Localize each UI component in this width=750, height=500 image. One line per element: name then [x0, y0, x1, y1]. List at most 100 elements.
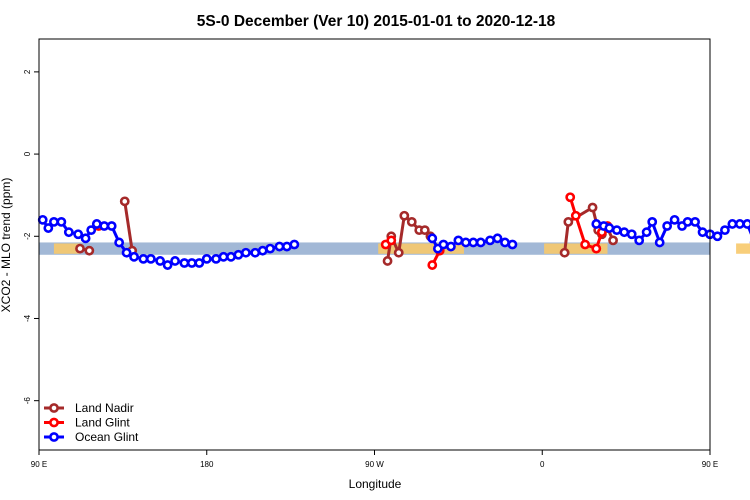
series-ocean-glint — [37, 214, 750, 270]
plot-area — [37, 192, 750, 270]
data-point — [453, 235, 464, 246]
reference-band — [39, 242, 710, 255]
land-shading-1 — [378, 243, 464, 254]
data-point — [608, 235, 618, 246]
data-point — [669, 214, 680, 225]
data-point — [386, 235, 397, 246]
land-shading-3 — [736, 243, 750, 254]
data-point — [121, 247, 132, 258]
data-point — [634, 235, 645, 246]
data-point — [194, 258, 205, 268]
chart-title: 5S-0 December (Ver 10) 2015-01-01 to 202… — [197, 13, 556, 30]
data-point — [119, 196, 130, 207]
data-point — [281, 241, 292, 252]
legend-marker — [49, 432, 59, 442]
x-axis-label: Longitude — [349, 477, 402, 491]
y-axis-label: XCO2 - MLO trend (ppm) — [0, 178, 13, 313]
data-point — [289, 239, 300, 250]
data-point — [587, 202, 598, 213]
data-point — [37, 214, 48, 225]
data-point — [654, 237, 665, 248]
data-point — [56, 216, 67, 227]
data-point — [63, 227, 74, 238]
data-point — [475, 237, 486, 248]
data-point — [734, 219, 745, 229]
data-point — [170, 256, 180, 266]
data-point — [382, 256, 393, 266]
data-point — [641, 227, 652, 238]
data-point — [468, 237, 479, 248]
data-point — [626, 229, 637, 240]
data-point — [460, 237, 471, 248]
data-point — [619, 227, 630, 238]
data-point — [697, 227, 708, 238]
x-tick-label: 0 — [540, 460, 545, 469]
x-axis: 90 E 180 90 W 0 90 E — [31, 450, 718, 469]
data-point — [99, 221, 110, 231]
data-point — [49, 216, 59, 227]
data-point — [250, 247, 261, 258]
legend-marker — [49, 403, 59, 413]
data-point — [419, 225, 430, 236]
data-point — [211, 253, 221, 264]
data-point — [563, 216, 574, 227]
data-point — [233, 249, 244, 260]
data-point — [500, 237, 510, 248]
land-shading-0 — [53, 243, 81, 254]
data-point — [712, 231, 723, 242]
y-tick-label: -6 — [23, 397, 32, 405]
data-point — [274, 241, 285, 252]
data-point — [84, 245, 95, 256]
data-point — [591, 243, 602, 254]
data-point — [226, 251, 236, 262]
data-point — [114, 237, 125, 248]
data-point — [138, 253, 149, 264]
data-point — [438, 239, 449, 250]
legend-entry: Land Nadir — [75, 401, 134, 415]
data-point — [507, 239, 518, 250]
data-point — [186, 258, 197, 268]
x-tick-label: 180 — [200, 460, 214, 469]
data-point — [446, 241, 456, 252]
legend-entry: Land Glint — [75, 416, 130, 430]
data-point — [682, 216, 693, 227]
data-point — [86, 225, 97, 236]
data-point — [80, 233, 91, 244]
data-point — [662, 221, 673, 231]
data-point — [647, 216, 658, 227]
series-land-glint — [93, 192, 613, 270]
data-point — [559, 247, 570, 258]
data-point — [106, 221, 117, 231]
data-point — [218, 251, 229, 262]
data-point — [690, 216, 700, 227]
data-point — [240, 247, 251, 258]
y-tick-label: -4 — [23, 314, 32, 322]
data-point — [591, 219, 602, 229]
data-point — [427, 233, 438, 244]
data-point — [727, 219, 738, 229]
data-point — [742, 219, 750, 229]
data-point — [155, 256, 166, 266]
x-tick-label: 90 E — [702, 460, 718, 469]
data-point — [427, 260, 438, 270]
data-point — [201, 253, 212, 264]
y-tick-label: 0 — [23, 151, 32, 156]
land-shading-2 — [544, 243, 608, 254]
x-tick-label: 90 E — [31, 460, 47, 469]
data-point — [162, 260, 173, 270]
data-point — [604, 223, 615, 233]
data-point — [145, 253, 156, 264]
data-point — [580, 239, 591, 250]
data-point — [179, 258, 190, 268]
y-axis: 2 0 -2 -4 -6 — [23, 69, 39, 404]
x-tick-label: 90 W — [365, 460, 384, 469]
legend-entry: Ocean Glint — [75, 430, 139, 444]
data-point — [399, 210, 410, 221]
data-point — [129, 251, 139, 262]
data-point — [257, 245, 268, 256]
data-point — [406, 216, 417, 227]
y-tick-label: -2 — [23, 232, 32, 240]
data-point — [73, 229, 84, 240]
data-point — [91, 219, 102, 229]
